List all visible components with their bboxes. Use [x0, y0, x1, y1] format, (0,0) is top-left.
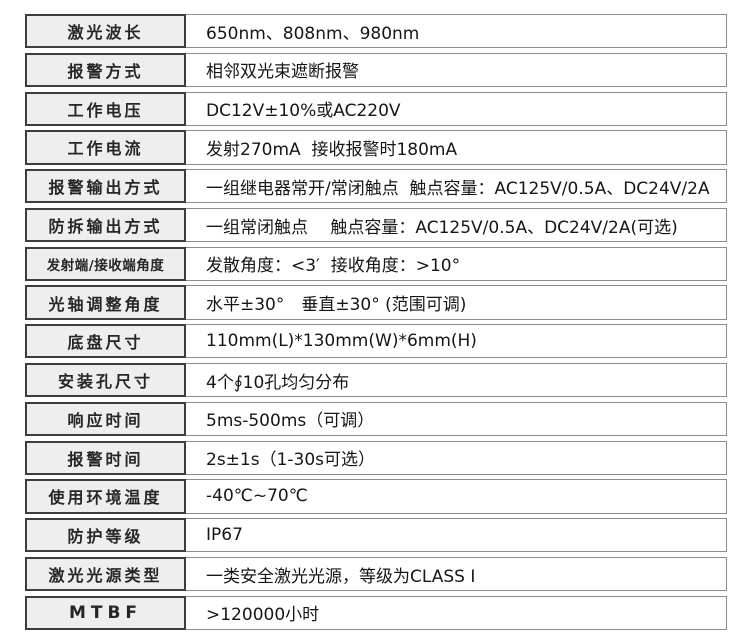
spec-label-base-size: 底盘尺寸 — [25, 324, 186, 359]
table-row: 激光光源类型 一类安全激光光源，等级为CLASS Ⅰ — [25, 556, 727, 592]
spec-value-mounting-holes: 4个∮10孔均匀分布 — [186, 363, 727, 398]
spec-value-operating-temperature: -40℃~70℃ — [186, 479, 727, 514]
spec-label-operating-temperature: 使用环境温度 — [25, 479, 186, 514]
spec-value-axis-adjust-angle: 水平±30° 垂直±30° (范围可调) — [186, 285, 727, 320]
table-row: 防拆输出方式 一组常闭触点 触点容量：AC125V/0.5A、DC24V/2A(… — [25, 207, 727, 243]
table-row: 防护等级 IP67 — [25, 518, 727, 553]
spec-label-laser-wavelength: 激光波长 — [25, 14, 186, 49]
table-row: 工作电压 DC12V±10%或AC220V — [25, 91, 727, 126]
spec-label-alarm-output: 报警输出方式 — [25, 169, 186, 204]
spec-label-alarm-mode: 报警方式 — [25, 52, 186, 87]
spec-value-alarm-time: 2s±1s（1-30s可选） — [186, 440, 727, 475]
table-row: MTBF >120000小时 — [25, 595, 727, 630]
table-row: 发射端/接收端角度 发散角度：<3′ 接收角度：>10° — [25, 246, 727, 281]
spec-label-tamper-output: 防拆输出方式 — [25, 207, 186, 243]
spec-label-protection-rating: 防护等级 — [25, 518, 186, 553]
table-row: 光轴调整角度 水平±30° 垂直±30° (范围可调) — [25, 285, 727, 320]
spec-value-alarm-output: 一组继电器常开/常闭触点 触点容量：AC125V/0.5A、DC24V/2A — [186, 169, 727, 204]
spec-value-base-size: 110mm(L)*130mm(W)*6mm(H) — [186, 324, 727, 359]
table-row: 使用环境温度 -40℃~70℃ — [25, 479, 727, 514]
table-row: 响应时间 5ms-500ms（可调） — [25, 401, 727, 436]
spec-label-beam-angles: 发射端/接收端角度 — [25, 246, 186, 281]
spec-value-alarm-mode: 相邻双光束遮断报警 — [186, 52, 727, 87]
spec-label-response-time: 响应时间 — [25, 401, 186, 436]
spec-value-response-time: 5ms-500ms（可调） — [186, 401, 727, 436]
spec-value-beam-angles: 发散角度：<3′ 接收角度：>10° — [186, 246, 727, 281]
spec-label-working-voltage: 工作电压 — [25, 91, 186, 126]
spec-label-laser-source-type: 激光光源类型 — [25, 556, 186, 592]
laser-spec-table: 激光波长 650nm、808nm、980nm 报警方式 相邻双光束遮断报警 工作… — [25, 14, 727, 630]
spec-value-working-current: 发射270mA 接收报警时180mA — [186, 130, 727, 165]
spec-value-tamper-output: 一组常闭触点 触点容量：AC125V/0.5A、DC24V/2A(可选) — [186, 207, 727, 243]
table-row: 激光波长 650nm、808nm、980nm — [25, 14, 727, 49]
table-row: 安装孔尺寸 4个∮10孔均匀分布 — [25, 363, 727, 398]
spec-label-working-current: 工作电流 — [25, 130, 186, 165]
spec-value-laser-source-type: 一类安全激光光源，等级为CLASS Ⅰ — [186, 556, 727, 592]
spec-value-laser-wavelength: 650nm、808nm、980nm — [186, 14, 727, 49]
table-row: 报警时间 2s±1s（1-30s可选） — [25, 440, 727, 475]
table-row: 底盘尺寸 110mm(L)*130mm(W)*6mm(H) — [25, 324, 727, 359]
spec-value-protection-rating: IP67 — [186, 518, 727, 553]
spec-value-mtbf: >120000小时 — [186, 595, 727, 630]
table-row: 工作电流 发射270mA 接收报警时180mA — [25, 130, 727, 165]
spec-label-axis-adjust-angle: 光轴调整角度 — [25, 285, 186, 320]
spec-label-alarm-time: 报警时间 — [25, 440, 186, 475]
spec-value-working-voltage: DC12V±10%或AC220V — [186, 91, 727, 126]
spec-label-mtbf: MTBF — [25, 595, 186, 630]
table-row: 报警方式 相邻双光束遮断报警 — [25, 52, 727, 87]
spec-label-mounting-holes: 安装孔尺寸 — [25, 363, 186, 398]
table-row: 报警输出方式 一组继电器常开/常闭触点 触点容量：AC125V/0.5A、DC2… — [25, 169, 727, 204]
